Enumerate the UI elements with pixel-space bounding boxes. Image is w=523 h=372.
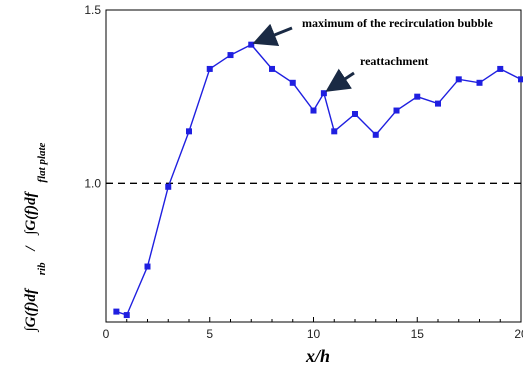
y-tick-label: 1.5 xyxy=(84,3,101,17)
y-tick-label: 1.0 xyxy=(84,176,101,190)
y-axis-label-numerator-sub: rib xyxy=(36,262,48,275)
annotation-reattachment: reattachment xyxy=(360,54,428,68)
data-point xyxy=(123,312,130,319)
annotation-reattachment-arrow xyxy=(325,68,355,92)
data-point xyxy=(352,111,358,117)
data-point xyxy=(289,79,296,86)
x-tick-label: 10 xyxy=(307,327,321,341)
data-point xyxy=(269,65,275,72)
data-point xyxy=(414,93,421,100)
data-point xyxy=(331,128,338,135)
data-point xyxy=(113,308,120,315)
y-axis-label-denominator: ∫G(f)df xyxy=(23,190,39,235)
data-point xyxy=(165,183,172,190)
ticks-group: 0 5 10 15 20 1.0 1.5 xyxy=(84,3,523,341)
x-tick-label: 20 xyxy=(514,327,523,341)
series-line xyxy=(116,43,522,316)
data-point xyxy=(227,52,234,59)
plot-area-border xyxy=(105,9,522,323)
annotation-max-bubble: maximum of the recirculation bubble xyxy=(302,16,494,30)
y-axis-label-denominator-sub: flat plate xyxy=(36,142,48,182)
data-point xyxy=(186,128,192,135)
data-point xyxy=(206,65,213,72)
x-tick-label: 0 xyxy=(103,327,110,341)
data-point xyxy=(455,76,462,83)
series-group xyxy=(113,41,523,319)
data-point xyxy=(310,107,317,114)
data-point xyxy=(476,79,483,86)
data-point xyxy=(435,100,441,107)
data-point xyxy=(393,107,400,114)
data-point xyxy=(372,131,379,138)
data-point xyxy=(248,41,255,48)
y-axis-label-numerator: ∫G(f)df xyxy=(23,287,39,332)
y-axis-label-slash: / xyxy=(23,245,39,252)
svg-text:∫G(f)df rib /: ∫G(f)df rib / ∫G(f)df flat plate xyxy=(23,142,49,332)
annotation-max-bubble-arrow xyxy=(252,23,293,47)
data-point xyxy=(518,76,523,83)
x-axis-label: x/h xyxy=(305,346,330,366)
data-point xyxy=(497,65,504,72)
plot-frame xyxy=(105,9,522,323)
x-tick-label: 5 xyxy=(206,327,213,341)
annotations-group: maximum of the recirculation bubble reatt… xyxy=(252,16,494,92)
y-axis-label: ∫G(f)df rib / ∫G(f)df flat plate xyxy=(23,142,49,332)
x-tick-label: 15 xyxy=(411,327,425,341)
data-point xyxy=(320,90,327,97)
data-point xyxy=(144,263,151,270)
